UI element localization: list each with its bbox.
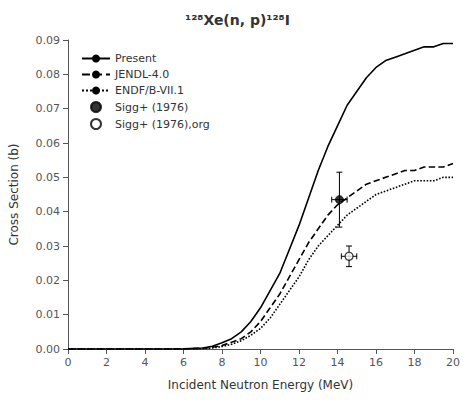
svg-text:0.05: 0.05: [36, 171, 61, 184]
svg-text:12: 12: [292, 356, 306, 369]
svg-text:Present: Present: [115, 52, 157, 65]
svg-text:0.06: 0.06: [36, 137, 61, 150]
svg-text:18: 18: [408, 356, 422, 369]
svg-text:20: 20: [446, 356, 460, 369]
svg-text:2: 2: [103, 356, 110, 369]
svg-text:0.00: 0.00: [36, 343, 61, 356]
svg-text:0.08: 0.08: [36, 68, 61, 81]
svg-text:0.03: 0.03: [36, 240, 61, 253]
svg-text:ENDF/B-VII.1: ENDF/B-VII.1: [115, 84, 184, 97]
svg-text:0.02: 0.02: [36, 274, 61, 287]
svg-text:JENDL-4.0: JENDL-4.0: [114, 68, 169, 81]
svg-text:0.09: 0.09: [36, 34, 61, 47]
svg-text:10: 10: [254, 356, 268, 369]
svg-text:4: 4: [142, 356, 149, 369]
svg-text:¹²⁸Xe(n, p)¹²⁸I: ¹²⁸Xe(n, p)¹²⁸I: [185, 12, 290, 28]
svg-text:Sigg+ (1976),org: Sigg+ (1976),org: [115, 118, 210, 131]
svg-text:16: 16: [369, 356, 383, 369]
svg-text:0: 0: [65, 356, 72, 369]
svg-text:8: 8: [219, 356, 226, 369]
svg-text:6: 6: [180, 356, 187, 369]
svg-text:0.07: 0.07: [36, 102, 61, 115]
svg-text:Sigg+ (1976): Sigg+ (1976): [115, 101, 188, 114]
svg-text:Incident Neutron Energy (MeV): Incident Neutron Energy (MeV): [168, 378, 353, 392]
svg-text:14: 14: [331, 356, 345, 369]
svg-text:Cross Section (b): Cross Section (b): [7, 143, 21, 245]
svg-text:0.04: 0.04: [36, 205, 61, 218]
svg-text:0.01: 0.01: [36, 308, 61, 321]
